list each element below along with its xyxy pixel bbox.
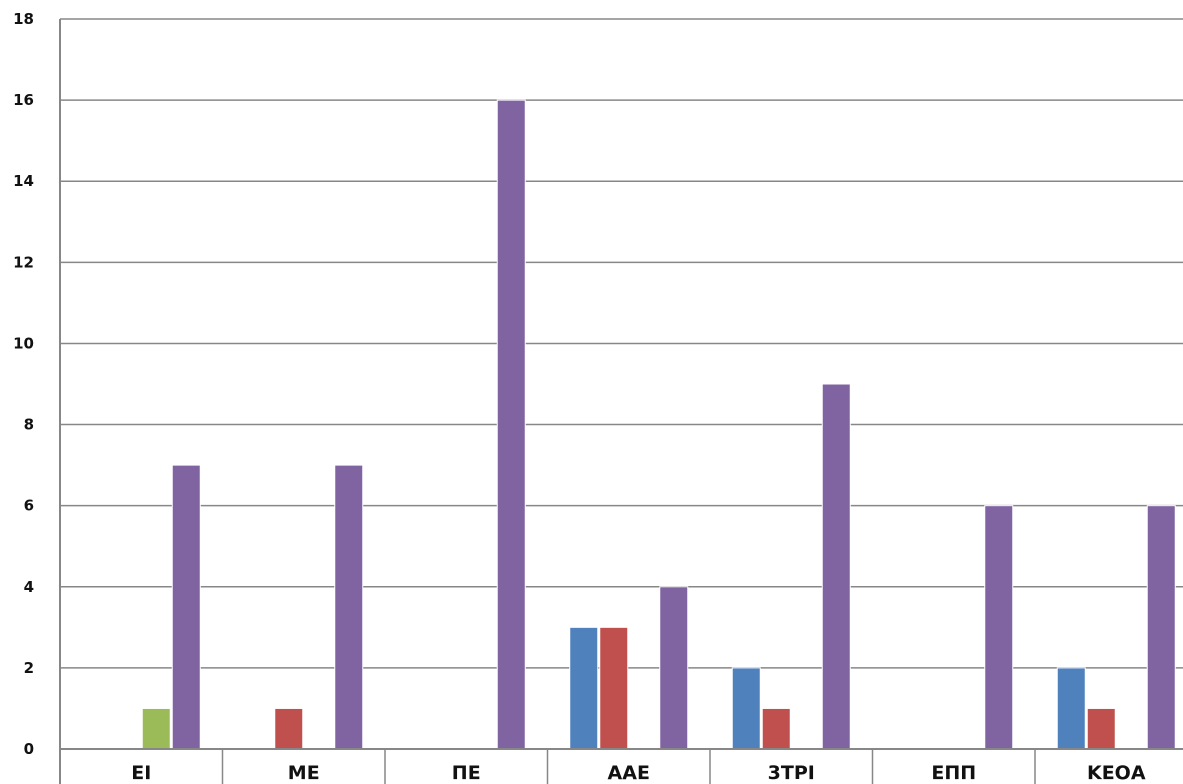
- bar: [1086, 707, 1116, 750]
- y-tick-label: 2: [24, 659, 34, 677]
- y-tick-label: 12: [13, 253, 34, 271]
- bar: [659, 586, 689, 750]
- bars: [141, 99, 1176, 750]
- bar: [1056, 667, 1086, 750]
- bar: [1146, 505, 1176, 750]
- y-tick-label: 18: [13, 10, 34, 28]
- y-tick-label: 10: [13, 334, 34, 352]
- bar: [731, 667, 761, 750]
- x-tick-label: ΑΑΕ: [608, 762, 650, 784]
- y-tick-label: 14: [13, 172, 34, 190]
- x-tick-label: ΕΙ: [131, 762, 151, 784]
- y-tick-label: 6: [24, 497, 34, 515]
- bar: [984, 505, 1014, 750]
- y-tick-label: 4: [24, 578, 34, 596]
- x-tick-label: ΚΕΟΑ: [1087, 762, 1146, 784]
- bar: [274, 707, 304, 750]
- bar: [599, 626, 629, 750]
- x-tick-label: ΕΠΠ: [931, 762, 976, 784]
- y-tick-label: 8: [24, 416, 34, 434]
- bar: [761, 707, 791, 750]
- y-tick-label: 16: [13, 91, 34, 109]
- x-tick-label: 3ΤΡΙ: [768, 762, 815, 784]
- bar: [334, 464, 364, 750]
- bar: [141, 707, 171, 750]
- bar: [569, 626, 599, 750]
- y-tick-label: 0: [24, 740, 34, 758]
- axes: [59, 19, 1183, 784]
- gridlines: [60, 18, 1183, 669]
- x-tick-label: ΜΕ: [288, 762, 320, 784]
- bar: [821, 383, 851, 750]
- labels: 0 2 4 6 8 10 12 14 16 18 ΕΙ ΜΕ ΠΕ ΑΑΕ 3ΤΡΙ ΕΠΠ ΚΕΟΑ: [13, 10, 1146, 784]
- bar: [496, 99, 526, 750]
- bar: [171, 464, 201, 750]
- x-tick-label: ΠΕ: [452, 762, 481, 784]
